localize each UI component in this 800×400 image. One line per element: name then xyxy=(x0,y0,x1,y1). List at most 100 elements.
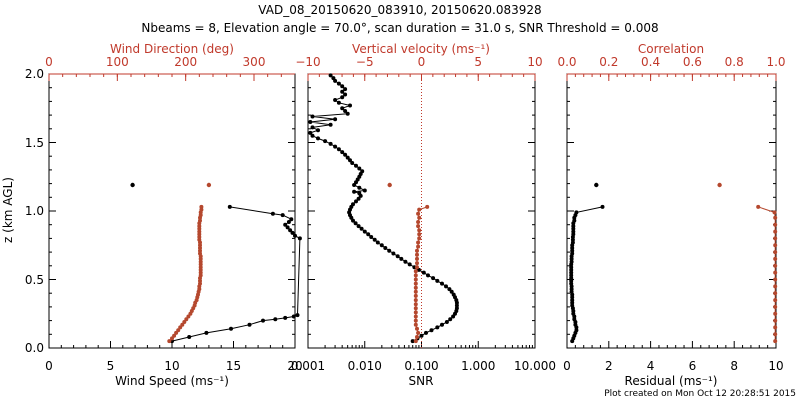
xtick-bottom-label: 2 xyxy=(605,359,613,373)
data-point xyxy=(449,289,454,294)
xtick-bottom-label: 0 xyxy=(45,359,53,373)
data-point xyxy=(130,182,135,188)
data-point xyxy=(291,314,296,319)
data-point xyxy=(415,265,419,270)
xtick-top-label: 0.8 xyxy=(725,55,744,69)
data-point xyxy=(270,211,275,216)
data-point xyxy=(348,158,352,163)
data-point xyxy=(167,339,172,344)
data-point xyxy=(323,139,328,144)
data-point xyxy=(391,251,396,256)
data-point xyxy=(444,320,449,324)
xtick-bottom-label: 0.100 xyxy=(404,359,438,373)
data-point xyxy=(413,277,418,282)
data-point xyxy=(187,335,192,339)
data-point xyxy=(569,278,574,283)
data-point xyxy=(773,229,778,234)
data-point xyxy=(198,278,202,283)
panel-residual-bottom-label: Residual (ms⁻¹) xyxy=(625,374,718,388)
data-point xyxy=(410,339,415,344)
panel-residual-top-label: Correlation xyxy=(638,42,704,56)
data-point xyxy=(310,133,315,138)
data-point xyxy=(395,254,400,259)
data-point xyxy=(415,261,419,266)
xtick-top-label: 300 xyxy=(243,55,266,69)
data-point xyxy=(351,202,355,207)
data-point xyxy=(360,169,365,174)
panel-snr-ticks: 0.001 0.010 0.100 1.000 10.000 −10 −5 0 5 10 xyxy=(291,55,556,373)
data-point xyxy=(773,263,778,268)
data-point xyxy=(431,276,436,281)
data-point xyxy=(415,326,419,331)
data-point xyxy=(413,310,418,315)
ylabel: z (km AGL) xyxy=(1,177,15,243)
data-point xyxy=(379,243,384,248)
data-point xyxy=(353,221,358,226)
xtick-top-label: −10 xyxy=(295,55,320,69)
xtick-bottom-label: 5 xyxy=(107,359,115,373)
data-point xyxy=(440,281,444,286)
data-point xyxy=(316,128,320,133)
xtick-top-label: 0 xyxy=(418,55,426,69)
data-point xyxy=(336,100,341,105)
data-point xyxy=(343,87,348,92)
xtick-top-label: −5 xyxy=(356,55,374,69)
data-point xyxy=(570,298,575,303)
xtick-top-label: 10 xyxy=(527,55,542,69)
data-point xyxy=(184,317,189,322)
data-point xyxy=(247,322,252,327)
data-point xyxy=(454,306,459,311)
xtick-bottom-label: 0.010 xyxy=(348,359,382,373)
panel-snr-bottom-label: SNR xyxy=(409,374,434,388)
data-point xyxy=(435,278,440,283)
data-point xyxy=(773,222,778,227)
data-point xyxy=(197,229,202,234)
data-point xyxy=(280,213,285,218)
data-point xyxy=(343,92,348,97)
data-point xyxy=(328,122,333,127)
data-point xyxy=(308,120,313,124)
data-point xyxy=(227,204,232,209)
data-point xyxy=(773,284,778,289)
series-line xyxy=(758,206,776,342)
data-point xyxy=(416,220,421,224)
data-point xyxy=(289,217,294,222)
data-point xyxy=(415,252,419,257)
data-point xyxy=(198,273,203,278)
xtick-bottom-label: 1.000 xyxy=(461,359,495,373)
data-point xyxy=(417,232,422,237)
data-point xyxy=(366,232,371,237)
data-point xyxy=(340,106,345,111)
data-point xyxy=(413,318,418,323)
data-point xyxy=(773,215,778,220)
panel-wind: z (km AGL) 0.0 0.5 1.0 1.5 2.0 Wind Dire… xyxy=(1,42,303,388)
ytick-label: 1.5 xyxy=(25,136,44,150)
data-point xyxy=(285,225,290,230)
data-point xyxy=(172,333,177,338)
data-point xyxy=(451,292,456,297)
data-point xyxy=(182,320,187,324)
data-point xyxy=(773,256,778,261)
panel-residual: Correlation Residual (ms⁻¹) 0 2 4 6 8 10 0.0 0.… xyxy=(557,42,785,388)
xtick-bottom-label: 10 xyxy=(768,359,783,373)
data-point xyxy=(407,262,412,267)
data-point xyxy=(429,328,434,333)
data-point xyxy=(569,265,574,270)
data-point xyxy=(362,229,367,234)
data-point xyxy=(310,114,315,119)
data-point xyxy=(261,318,265,323)
xtick-top-label: 0.2 xyxy=(599,55,618,69)
panel-wind-bottom-label: Wind Speed (ms⁻¹) xyxy=(115,374,229,388)
data-point xyxy=(773,339,778,344)
data-point xyxy=(290,230,295,235)
xtick-top-label: 0 xyxy=(45,55,53,69)
data-point xyxy=(415,335,419,339)
data-point xyxy=(413,273,418,278)
data-point xyxy=(447,287,452,292)
data-point xyxy=(333,117,338,122)
data-point xyxy=(283,222,288,227)
data-point xyxy=(773,270,778,275)
data-point xyxy=(448,317,453,322)
data-point xyxy=(413,269,418,274)
data-point xyxy=(198,259,203,264)
